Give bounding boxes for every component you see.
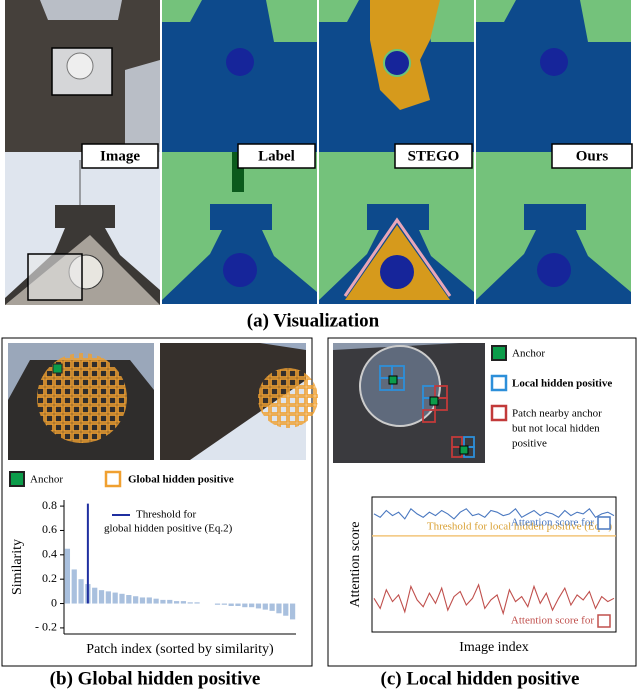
line [373,583,615,616]
image-shape [490,404,508,422]
bar [119,593,125,604]
image-shape [104,470,122,488]
bar [112,592,118,604]
image-shape [9,471,25,487]
x-axis-label: Image index [459,640,529,655]
label-box [394,143,473,169]
panel-frame [327,337,637,667]
legend-label: Attention score for [511,615,594,627]
y-tick-label: 0.8 [42,498,57,512]
segmentation-mask [476,0,631,152]
image-shape [429,396,439,406]
x-axis-label: Patch index (sorted by similarity) [86,642,274,657]
bar [167,599,173,604]
line [373,507,615,520]
bar [160,599,166,604]
legend-swatch [597,614,611,628]
bar [242,603,248,608]
image-shape [388,375,398,385]
bar [78,579,84,604]
bar [249,603,255,608]
bar [283,603,289,616]
bar [105,591,111,604]
panel-frame [1,337,313,667]
bar [133,596,139,604]
legend-label: Local hidden positive [512,378,612,390]
bar [180,601,187,604]
threshold-label: Threshold for local hidden positive (Eq.… [427,520,612,532]
bar [235,603,241,606]
bar [173,601,180,604]
image-label: Ours [576,148,609,164]
y-tick-label: 0.6 [42,522,57,536]
y-tick-label: 0 [51,595,57,609]
y-tick-label: 0.2 [42,571,57,585]
bar [269,603,275,611]
image-label: STEGO [408,148,460,164]
image-row2 [5,152,160,305]
bar [262,603,268,610]
bar [126,595,132,604]
y-axis-label: Similarity [10,539,25,595]
bar [255,603,262,609]
bar [153,598,159,604]
annotation: global hidden positive (Eq.2) [104,523,233,535]
legend-label: Patch nearby anchor [512,408,602,420]
bar [187,602,193,604]
y-axis-label: Attention score [348,522,363,608]
image-shape [422,409,436,423]
bar [64,548,71,604]
bar [214,603,221,605]
bar [139,597,146,604]
bar [221,603,227,605]
y-tick-label: - 0.2 [35,620,57,634]
image-shape [459,445,469,455]
image-row1 [5,0,160,152]
bar [276,603,282,614]
bar [98,590,105,604]
label-box [237,143,316,169]
legend-label: Anchor [30,474,63,486]
bar [194,602,200,604]
segmentation-mask [476,152,631,304]
legend-label: Global hidden positive [128,474,234,486]
image-label: Label [258,148,295,164]
label-box [81,143,159,169]
bar [289,603,296,620]
image-shape [27,253,83,301]
plot-frame [371,496,617,633]
image-shape [52,363,63,374]
legend-label: Attention score for [511,517,594,529]
segmentation-mask [162,0,317,152]
legend-label: Anchor [512,348,545,360]
image-shape [343,217,452,297]
legend-swatch [597,516,611,530]
image-shape [491,345,507,361]
image-shape [66,52,94,80]
label-box [551,143,633,169]
legend-label: but not local hidden [512,423,600,435]
bar [228,603,234,606]
image-shape [490,374,508,392]
image-shape [37,353,127,443]
image-shape [383,49,411,77]
bar [146,597,152,604]
caption: (c) Local hidden positive [381,668,580,689]
image-shape [258,368,318,428]
bar [71,569,77,604]
caption: (b) Global hidden positive [50,668,261,689]
caption: (a) Visualization [247,310,380,331]
image-shape [380,255,414,289]
y-tick-label: 0.4 [42,547,57,561]
image-label: Image [100,148,140,164]
bar [92,587,98,604]
legend-label: positive [512,438,547,450]
annotation: Threshold for [136,509,197,521]
